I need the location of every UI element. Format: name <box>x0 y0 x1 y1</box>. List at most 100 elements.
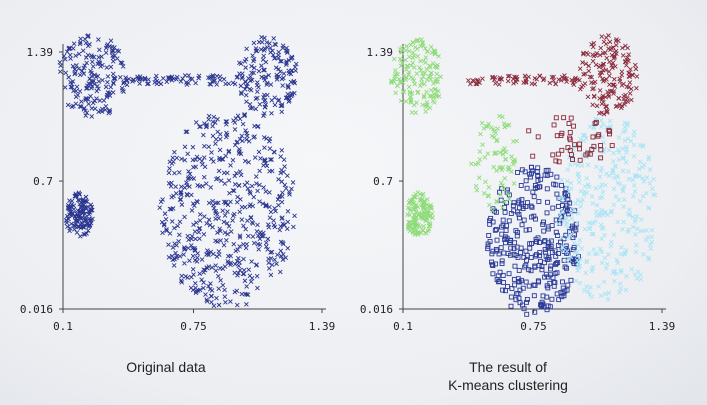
data-point <box>508 245 514 251</box>
data-point <box>190 266 196 272</box>
data-point <box>179 273 185 279</box>
data-point <box>183 129 189 135</box>
data-point <box>266 73 272 78</box>
data-point <box>253 174 259 179</box>
data-point <box>276 176 281 182</box>
data-point <box>489 125 494 130</box>
data-point <box>561 115 567 121</box>
data-point <box>92 98 97 104</box>
data-point <box>638 159 643 165</box>
data-point <box>641 252 646 257</box>
data-point <box>537 73 543 79</box>
data-point <box>58 69 63 75</box>
data-point <box>411 53 417 58</box>
data-point <box>649 227 655 233</box>
data-point <box>284 226 290 232</box>
data-point <box>589 231 595 237</box>
data-point <box>398 98 404 104</box>
data-point <box>255 233 261 238</box>
data-point <box>285 173 290 179</box>
data-point <box>548 171 554 177</box>
x-tick-label: 1.39 <box>309 320 336 333</box>
data-point <box>538 176 544 182</box>
data-point <box>124 82 130 88</box>
data-point <box>73 218 78 224</box>
data-point <box>598 118 604 123</box>
data-point <box>77 233 83 239</box>
data-point <box>89 204 95 210</box>
data-point <box>421 204 427 210</box>
data-point <box>584 50 589 56</box>
data-point <box>432 100 437 105</box>
data-point <box>228 299 233 304</box>
data-point <box>573 201 578 206</box>
data-point <box>254 181 259 186</box>
data-point <box>618 281 623 287</box>
data-point <box>554 133 560 139</box>
data-point <box>196 229 202 235</box>
data-point <box>410 55 416 61</box>
data-point <box>622 138 628 144</box>
data-point <box>412 220 417 225</box>
data-point <box>179 184 184 189</box>
data-point <box>607 131 612 137</box>
data-point <box>218 178 224 183</box>
data-point <box>169 74 175 80</box>
data-point <box>238 172 244 178</box>
data-point <box>546 256 552 262</box>
data-point <box>489 262 495 268</box>
data-point <box>251 65 257 71</box>
data-point <box>632 189 638 194</box>
data-point <box>414 100 419 106</box>
data-point <box>415 53 421 59</box>
data-point <box>512 240 518 246</box>
original-data-caption: Original data <box>66 358 266 376</box>
data-point <box>608 124 614 129</box>
data-point <box>234 258 240 264</box>
data-point <box>627 91 633 96</box>
data-point <box>237 260 242 265</box>
data-point <box>521 80 526 85</box>
data-point <box>83 40 89 46</box>
data-point <box>228 253 234 259</box>
data-point <box>249 220 255 225</box>
data-point <box>507 167 512 172</box>
data-point <box>252 123 257 129</box>
y-tick-label: 1.39 <box>27 46 54 59</box>
data-point <box>588 285 593 290</box>
data-point <box>275 197 281 202</box>
data-point <box>582 288 587 293</box>
data-point <box>185 233 191 239</box>
data-point <box>84 231 89 236</box>
data-point <box>621 129 626 135</box>
data-point <box>393 68 398 73</box>
data-point <box>213 141 218 146</box>
data-point <box>211 159 216 164</box>
data-point <box>434 94 440 99</box>
data-point <box>232 181 238 187</box>
data-point <box>576 180 582 185</box>
data-point <box>266 260 272 266</box>
data-point <box>178 79 184 84</box>
data-point <box>268 250 273 255</box>
data-point <box>638 276 644 282</box>
data-point <box>290 180 296 185</box>
data-point <box>620 226 625 232</box>
data-point <box>574 220 580 226</box>
data-point <box>253 262 259 268</box>
data-point <box>560 196 566 202</box>
data-point <box>267 190 272 195</box>
data-point <box>245 81 250 87</box>
data-point <box>261 48 267 53</box>
data-point <box>620 53 626 58</box>
data-point <box>237 244 242 249</box>
data-point <box>214 73 220 79</box>
data-point <box>616 149 622 155</box>
data-point <box>564 178 570 184</box>
data-point <box>423 55 429 60</box>
data-point <box>591 143 597 149</box>
series-4 <box>526 115 615 165</box>
data-point <box>261 53 267 59</box>
data-point <box>626 169 631 174</box>
data-point <box>168 206 174 212</box>
